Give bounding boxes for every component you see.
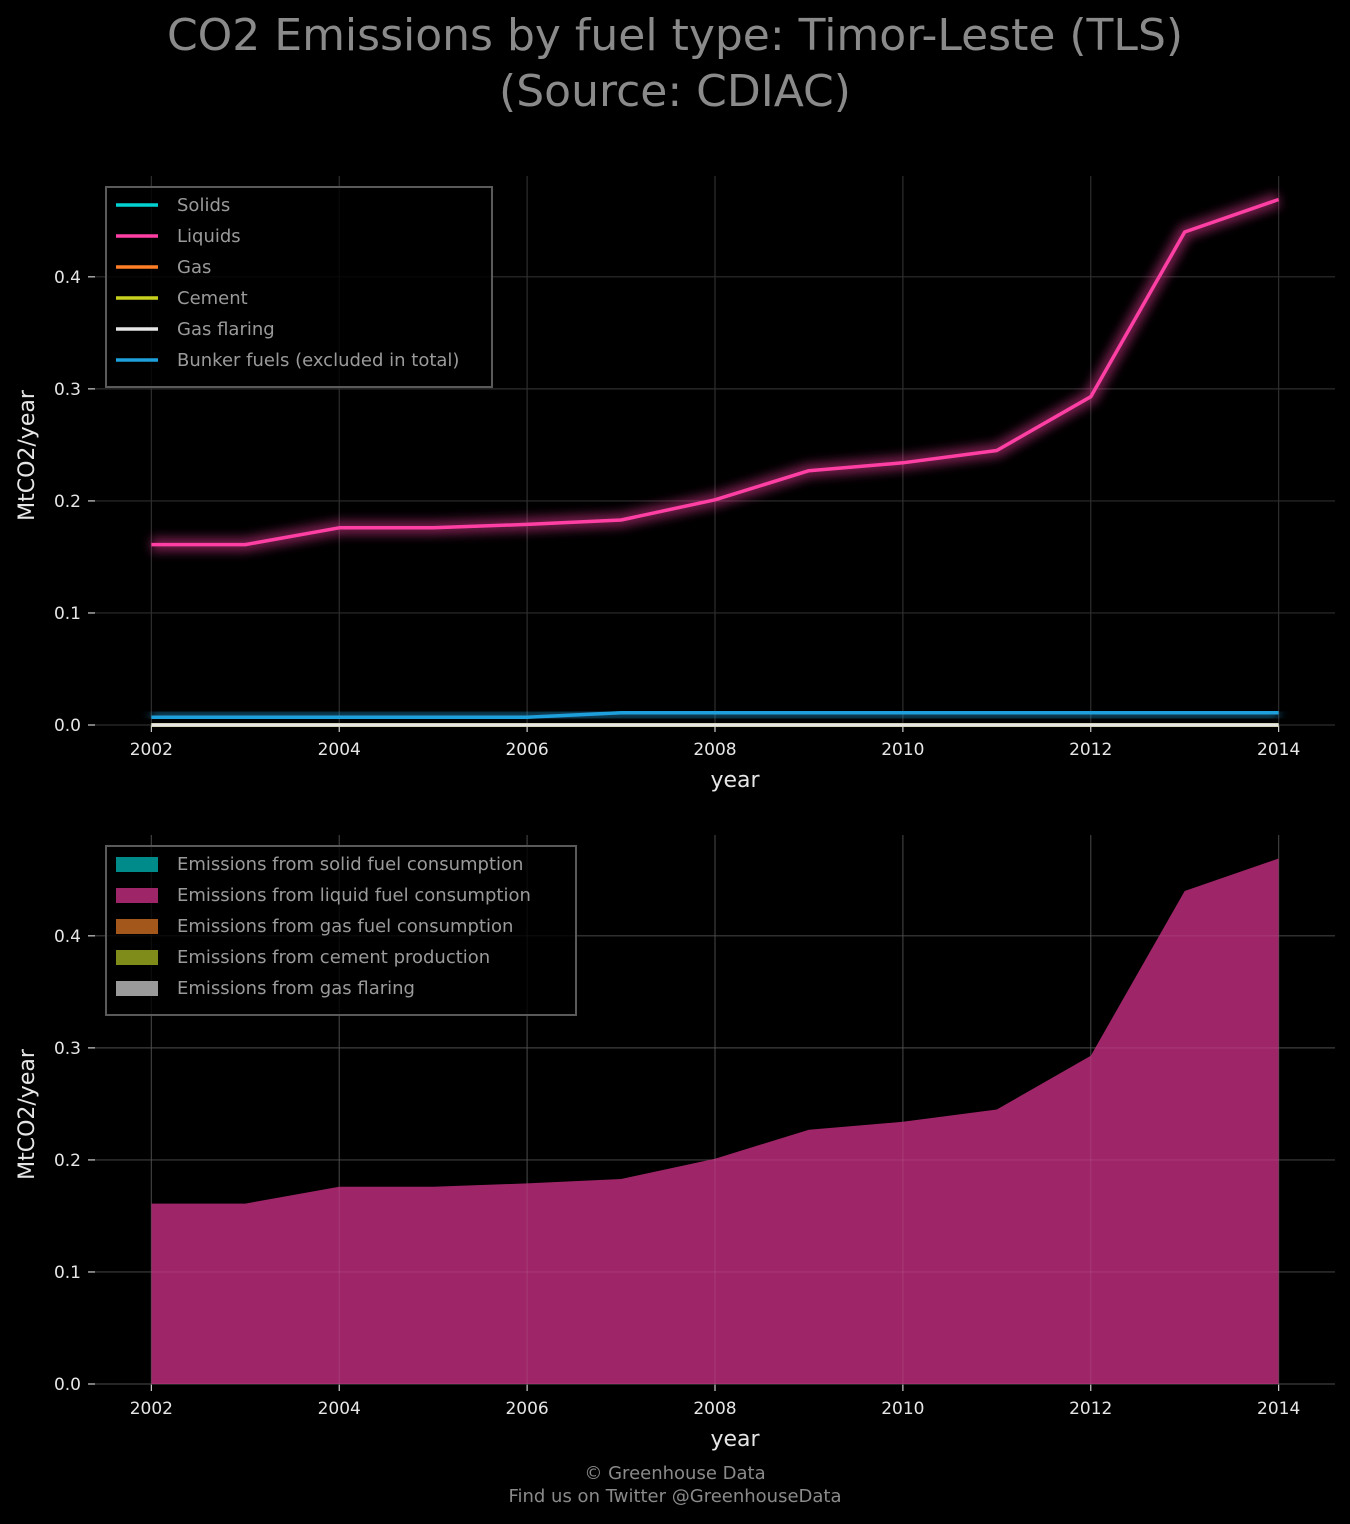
legend-label: Emissions from gas flaring: [177, 978, 415, 999]
legend-label: Cement: [177, 288, 248, 309]
x-axis-label: year: [710, 1427, 760, 1452]
x-tick-label: 2008: [693, 1399, 736, 1419]
legend-frame: [105, 186, 493, 388]
y-tick-label: 0.0: [54, 716, 81, 736]
y-tick-label: 0.3: [54, 1039, 81, 1059]
legend-label: Emissions from cement production: [177, 947, 490, 968]
footer-twitter: Find us on Twitter @GreenhouseData: [508, 1486, 842, 1507]
legend-label: Liquids: [177, 226, 241, 247]
legend-label: Emissions from liquid fuel consumption: [177, 885, 531, 906]
legend: Solids Liquids Gas Cement Gas flaring Bunker …: [105, 186, 493, 388]
x-tick-label: 2010: [881, 1399, 924, 1419]
x-tick-label: 2006: [505, 1399, 548, 1419]
legend-swatch: [116, 857, 158, 872]
line-chart-panel: 2002 2004 2006 2008 2010 2012 2014 0.0 0.1 0.2 0.3…: [15, 176, 1335, 793]
legend-swatch: [116, 981, 158, 996]
legend-label: Emissions from gas fuel consumption: [177, 916, 513, 937]
x-axis-label: year: [710, 768, 760, 793]
legend-label: Gas flaring: [177, 319, 275, 340]
legend: Emissions from solid fuel consumption Emi…: [105, 845, 577, 1016]
legend-label: Bunker fuels (excluded in total): [177, 350, 459, 371]
x-tick-label: 2014: [1257, 1399, 1300, 1419]
y-tick-label: 0.1: [54, 1263, 81, 1283]
x-tick-label: 2002: [130, 740, 173, 760]
y-tick-label: 0.3: [54, 380, 81, 400]
x-tick-label: 2002: [130, 1399, 173, 1419]
series-line-bunker-fuels-excluded-in-total: [151, 710, 1279, 719]
legend-label: Solids: [177, 195, 230, 216]
x-tick-label: 2012: [1069, 740, 1112, 760]
y-axis-label: MtCO2/year: [15, 389, 40, 521]
x-tick-label: 2008: [693, 740, 736, 760]
y-tick-label: 0.0: [54, 1375, 81, 1395]
chart-title: CO2 Emissions by fuel type: Timor-Leste …: [0, 8, 1350, 120]
legend-label: Gas: [177, 257, 211, 278]
y-tick-label: 0.2: [54, 492, 81, 512]
area-emissions-from-liquid-fuel-consumption: [151, 858, 1279, 1384]
x-tick-label: 2010: [881, 740, 924, 760]
area-chart-panel: 2002 2004 2006 2008 2010 2012 2014 0.0 0.1 0.2 0.3…: [15, 835, 1335, 1452]
legend-swatch: [116, 950, 158, 965]
x-tick-label: 2004: [318, 1399, 361, 1419]
footer: © Greenhouse Data Find us on Twitter @Gr…: [0, 1462, 1350, 1508]
series-line-liquids: [151, 197, 1280, 547]
y-tick-label: 0.1: [54, 604, 81, 624]
legend-label: Emissions from solid fuel consumption: [177, 854, 523, 875]
y-axis-label: MtCO2/year: [15, 1048, 40, 1180]
x-tick-label: 2012: [1069, 1399, 1112, 1419]
y-tick-label: 0.4: [54, 927, 81, 947]
y-tick-label: 0.4: [54, 268, 81, 288]
x-tick-label: 2004: [318, 740, 361, 760]
x-tick-label: 2014: [1257, 740, 1300, 760]
y-tick-label: 0.2: [54, 1151, 81, 1171]
legend-swatch: [116, 919, 158, 934]
legend-frame: [105, 845, 577, 1016]
footer-copyright: © Greenhouse Data: [584, 1463, 766, 1484]
x-tick-label: 2006: [505, 740, 548, 760]
chart-title-line2: (Source: CDIAC): [499, 66, 851, 117]
chart-title-line1: CO2 Emissions by fuel type: Timor-Leste …: [166, 10, 1184, 61]
legend-swatch: [116, 888, 158, 903]
